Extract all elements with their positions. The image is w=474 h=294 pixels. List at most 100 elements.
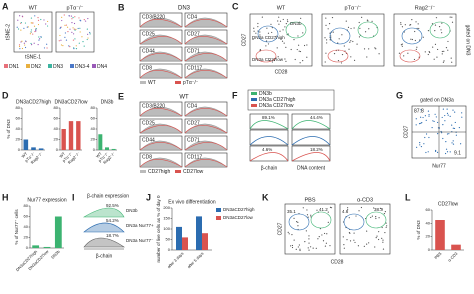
legend-swatch bbox=[251, 104, 257, 107]
event-dot bbox=[427, 53, 429, 56]
event-dot bbox=[404, 24, 406, 26]
event-dot bbox=[21, 40, 23, 42]
event-dot bbox=[33, 25, 36, 27]
event-dot bbox=[30, 31, 32, 33]
legend-swatch bbox=[140, 81, 146, 84]
x-tick-label: PBS bbox=[433, 251, 442, 260]
event-dot bbox=[346, 207, 349, 209]
event-dot bbox=[345, 20, 347, 22]
plot-frame bbox=[339, 203, 391, 255]
y-tick-label: 0 bbox=[56, 147, 59, 152]
label: CD28 bbox=[331, 259, 344, 265]
event-dot bbox=[350, 56, 352, 58]
event-dot bbox=[59, 34, 61, 37]
event-dot bbox=[413, 58, 416, 61]
event-dot bbox=[378, 53, 380, 55]
plot-frame bbox=[284, 203, 336, 255]
chart-title: DN3aCD27high bbox=[16, 99, 51, 105]
event-dot bbox=[325, 24, 327, 27]
legend-label: WT bbox=[148, 80, 156, 86]
event-dot bbox=[448, 133, 450, 135]
event-dot bbox=[378, 217, 380, 219]
y-tick-label: 80 bbox=[16, 105, 21, 110]
gate bbox=[327, 49, 349, 63]
event-dot bbox=[46, 47, 48, 49]
label: DN3a Nur77⁻ bbox=[126, 238, 154, 243]
event-dot bbox=[17, 28, 20, 30]
event-dot bbox=[43, 19, 45, 21]
event-dot bbox=[441, 116, 443, 119]
event-dot bbox=[74, 38, 76, 40]
event-dot bbox=[343, 45, 345, 47]
event-dot bbox=[73, 48, 75, 50]
event-dot bbox=[35, 28, 37, 30]
gate bbox=[365, 211, 387, 229]
event-dot bbox=[290, 245, 292, 247]
panel-label: C bbox=[232, 1, 239, 11]
event-dot bbox=[270, 23, 272, 25]
event-dot bbox=[433, 120, 435, 123]
event-dot bbox=[442, 61, 445, 63]
y-tick-label: 0 bbox=[168, 247, 171, 252]
label: WT bbox=[179, 95, 189, 101]
event-dot bbox=[461, 116, 463, 118]
event-dot bbox=[385, 226, 387, 228]
event-dot bbox=[71, 21, 73, 24]
label: pTα⁻/⁻ bbox=[345, 5, 362, 11]
event-dot bbox=[418, 27, 420, 30]
event-dot bbox=[325, 52, 327, 54]
label: CD8 bbox=[142, 65, 152, 71]
event-dot bbox=[277, 20, 279, 22]
label: CD117 bbox=[187, 65, 202, 71]
event-dot bbox=[65, 24, 67, 26]
event-dot bbox=[350, 27, 352, 30]
event-dot bbox=[419, 142, 421, 144]
event-dot bbox=[330, 207, 333, 209]
event-dot bbox=[432, 120, 434, 122]
label: 92.5% bbox=[106, 203, 119, 208]
panel-label: J bbox=[146, 192, 151, 202]
event-dot bbox=[63, 14, 65, 16]
legend-label: DN3-4 bbox=[75, 64, 90, 70]
event-dot bbox=[266, 27, 268, 29]
event-dot bbox=[447, 114, 449, 116]
legend-swatch bbox=[251, 92, 257, 95]
panel-label: F bbox=[232, 90, 238, 100]
event-dot bbox=[435, 150, 437, 152]
event-dot bbox=[89, 33, 91, 35]
y-tick-label: 20 bbox=[16, 137, 21, 142]
bar bbox=[196, 216, 202, 250]
label: 41.2 bbox=[319, 207, 328, 212]
event-dot bbox=[310, 216, 312, 218]
event-dot bbox=[452, 140, 454, 142]
event-dot bbox=[375, 48, 377, 50]
event-dot bbox=[299, 50, 302, 53]
event-dot bbox=[348, 48, 350, 50]
bar bbox=[54, 216, 62, 248]
legend-label: DN2 bbox=[31, 64, 41, 70]
plot-frame bbox=[249, 129, 289, 146]
event-dot bbox=[441, 22, 443, 24]
event-dot bbox=[444, 114, 446, 117]
event-dot bbox=[69, 46, 71, 48]
event-dot bbox=[30, 17, 33, 19]
event-dot bbox=[78, 17, 80, 19]
event-dot bbox=[278, 16, 280, 18]
event-dot bbox=[17, 19, 19, 21]
event-dot bbox=[415, 118, 417, 120]
event-dot bbox=[18, 44, 21, 46]
x-tick-label: DN3b bbox=[50, 248, 61, 259]
event-dot bbox=[321, 234, 323, 236]
label: β-chain bbox=[96, 253, 113, 259]
event-dot bbox=[420, 116, 422, 118]
histogram bbox=[291, 120, 331, 130]
event-dot bbox=[259, 34, 261, 36]
histogram bbox=[139, 158, 183, 168]
event-dot bbox=[80, 20, 82, 22]
event-dot bbox=[445, 140, 447, 143]
label: DN3b bbox=[126, 208, 138, 213]
event-dot bbox=[315, 247, 317, 249]
event-dot bbox=[433, 58, 435, 60]
event-dot bbox=[400, 22, 402, 24]
